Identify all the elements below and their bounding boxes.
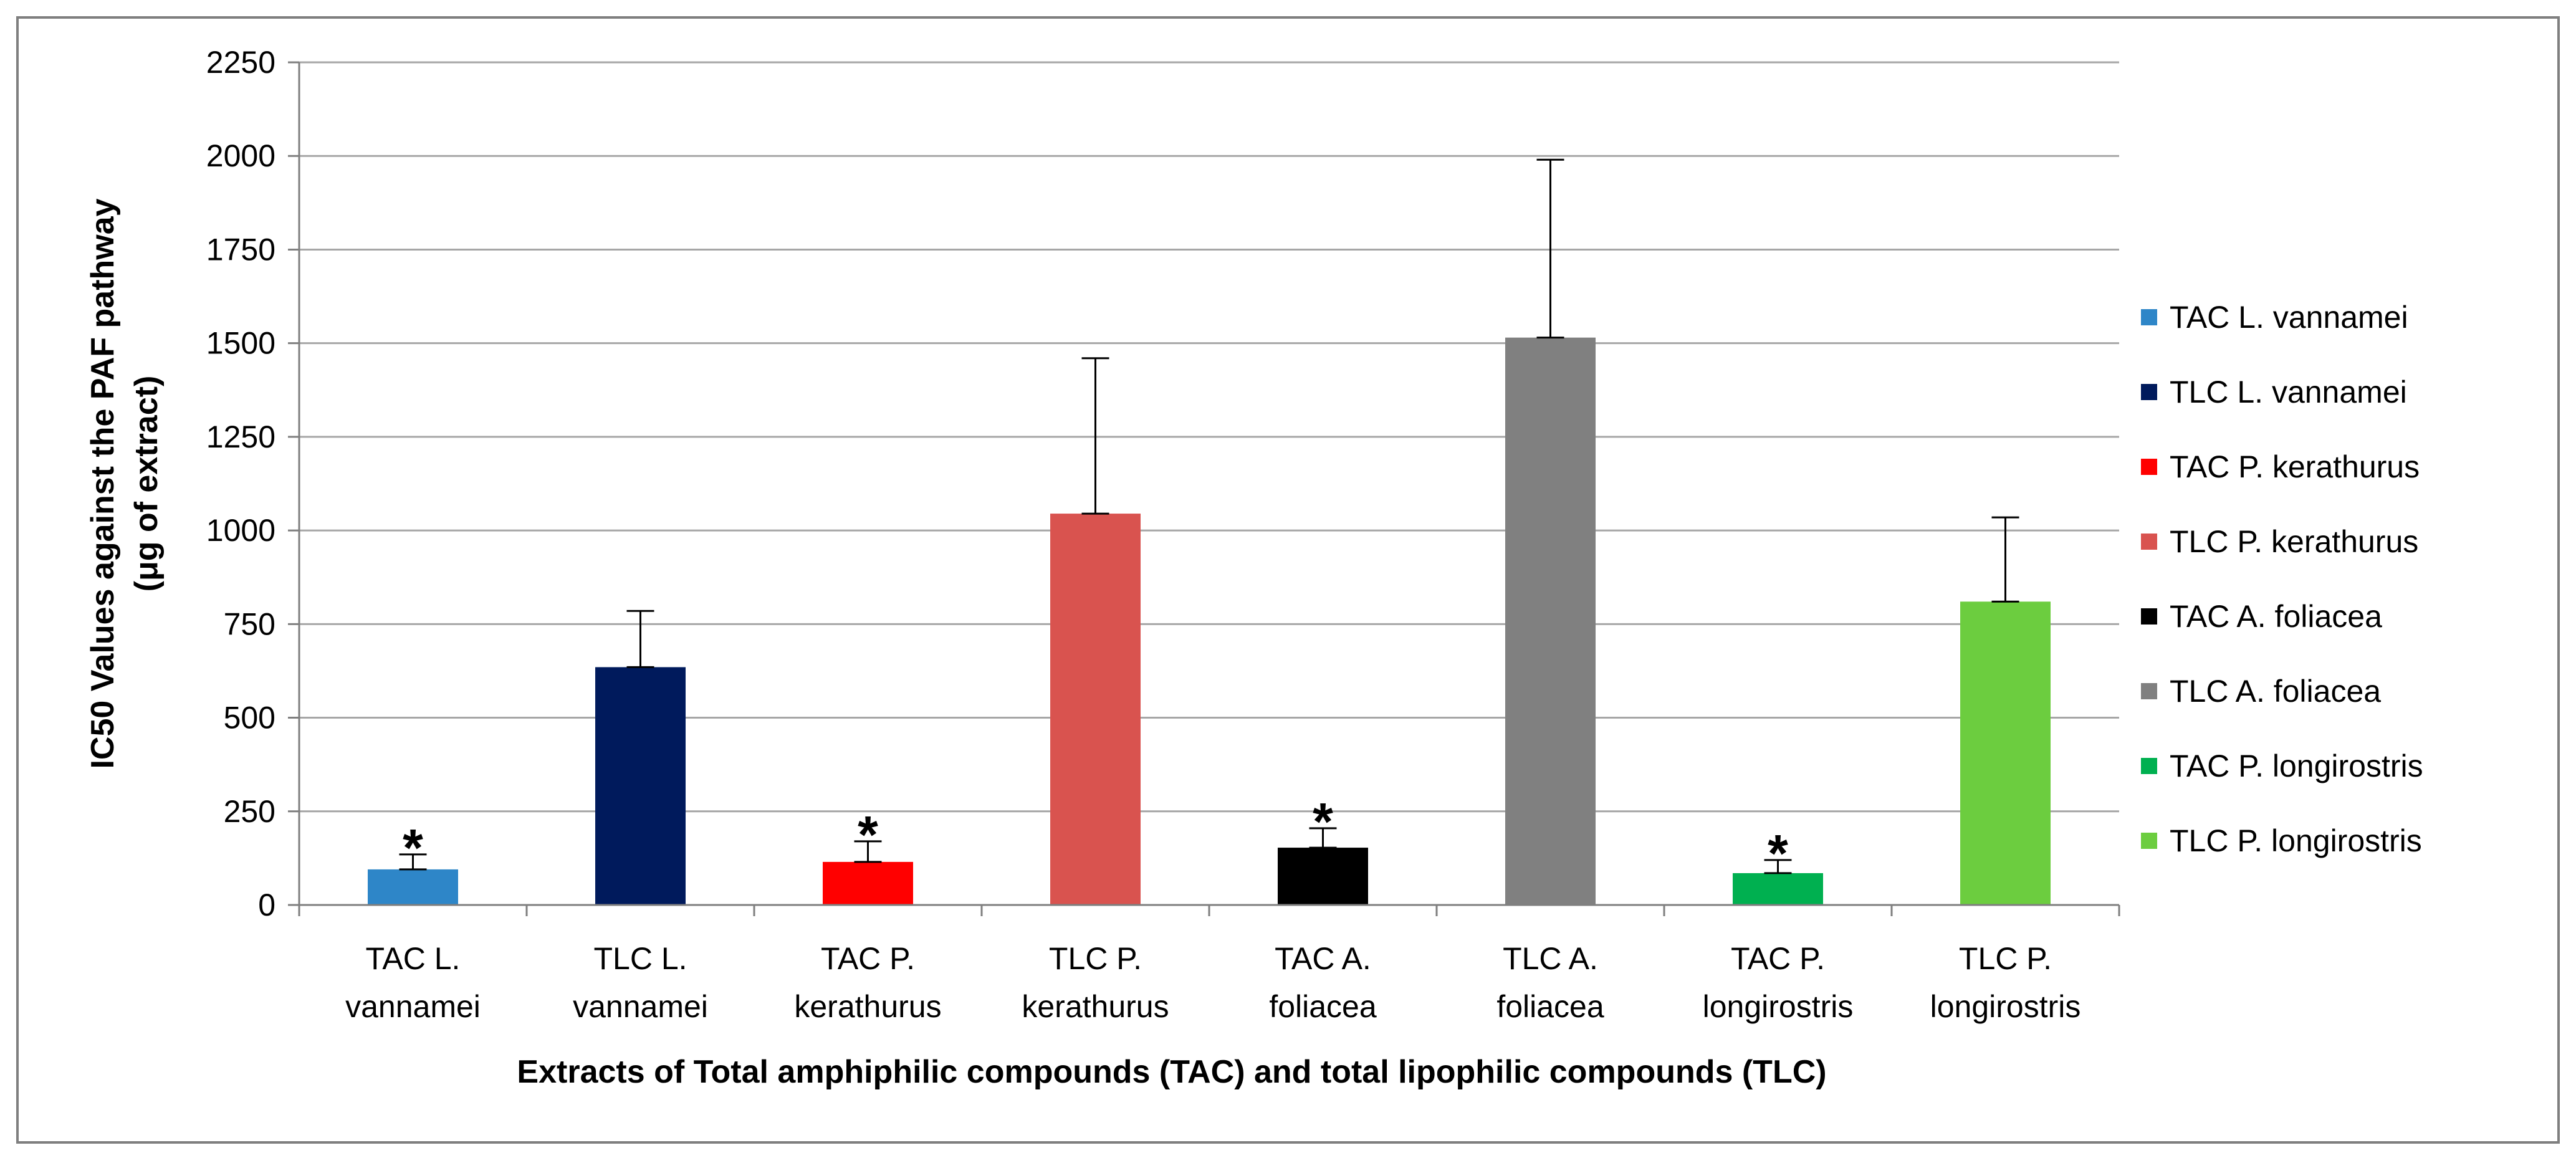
legend-swatch xyxy=(2141,608,2157,625)
y-tick-label: 1500 xyxy=(206,326,275,361)
y-tick-label: 1750 xyxy=(206,232,275,267)
y-tick-label: 1000 xyxy=(206,513,275,548)
significance-marker: * xyxy=(403,818,423,877)
category-label-line2: foliacea xyxy=(1496,989,1604,1024)
category-label-line1: TAC A. xyxy=(1275,941,1371,976)
legend-label: TAC A. foliacea xyxy=(2170,599,2382,634)
category-label-line2: foliacea xyxy=(1269,989,1377,1024)
axes xyxy=(288,61,2120,916)
bar xyxy=(823,861,913,905)
category-label-line2: longirostris xyxy=(1930,989,2081,1024)
legend-label: TLC P. kerathurus xyxy=(2170,524,2418,559)
bar xyxy=(595,667,686,905)
category-label-line2: kerathurus xyxy=(1022,989,1169,1024)
legend-swatch xyxy=(2141,833,2157,849)
y-tick-label: 500 xyxy=(224,701,275,735)
category-label-line1: TLC L. xyxy=(593,941,687,976)
y-tick-label: 0 xyxy=(258,888,275,922)
category-label-line1: TAC P. xyxy=(1731,941,1825,976)
bar xyxy=(368,869,458,905)
significance-marker: * xyxy=(858,805,878,864)
category-label-line1: TAC P. xyxy=(821,941,915,976)
y-tick-label: 2250 xyxy=(206,45,275,80)
category-label-line2: vannamei xyxy=(345,989,481,1024)
bar xyxy=(1050,514,1141,905)
legend-swatch xyxy=(2141,758,2157,774)
significance-marker: * xyxy=(1768,824,1788,883)
significance-marker: * xyxy=(1313,792,1333,851)
y-tick-label: 250 xyxy=(224,794,275,829)
legend-label: TAC P. kerathurus xyxy=(2170,449,2420,484)
category-label-line1: TLC P. xyxy=(1049,941,1142,976)
y-tick-label: 1250 xyxy=(206,419,275,454)
chart-frame xyxy=(16,16,2560,1144)
x-axis-title: Extracts of Total amphiphilic compounds … xyxy=(517,1054,1826,1090)
category-label-line2: kerathurus xyxy=(794,989,941,1024)
category-label-line1: TAC L. xyxy=(366,941,461,976)
bars xyxy=(368,158,2051,905)
category-label-line2: vannamei xyxy=(573,989,708,1024)
bar xyxy=(1960,601,2051,905)
category-label-line1: TLC P. xyxy=(1959,941,2052,976)
legend-label: TAC L. vannamei xyxy=(2170,300,2408,335)
y-tick-label: 2000 xyxy=(206,138,275,173)
legend-label: TAC P. longirostris xyxy=(2170,749,2423,783)
legend-label: TLC P. longirostris xyxy=(2170,823,2422,858)
category-label-line1: TLC A. xyxy=(1503,941,1598,976)
legend-label: TLC L. vannamei xyxy=(2170,375,2407,409)
y-tick-label: 750 xyxy=(224,606,275,641)
bar xyxy=(1278,848,1368,905)
legend: TAC L. vannamei TLC L. vannamei TAC P. ker… xyxy=(2141,300,2423,858)
legend-swatch xyxy=(2141,384,2157,400)
y-axis-title-line1: IC50 Values against the PAF pathway xyxy=(85,198,121,768)
legend-label: TLC A. foliacea xyxy=(2170,674,2381,709)
legend-swatch xyxy=(2141,534,2157,550)
bar xyxy=(1733,873,1823,905)
bar xyxy=(1505,337,1596,905)
legend-swatch xyxy=(2141,459,2157,475)
labels: 0 250 500 750 1000 1250 1500 1750 2000 2250 * TAC L… xyxy=(85,45,2080,1090)
category-label-line2: longirostris xyxy=(1703,989,1854,1024)
legend-swatch xyxy=(2141,309,2157,325)
y-axis-title-line2: (μg of extract) xyxy=(128,376,165,592)
legend-swatch xyxy=(2141,683,2157,699)
